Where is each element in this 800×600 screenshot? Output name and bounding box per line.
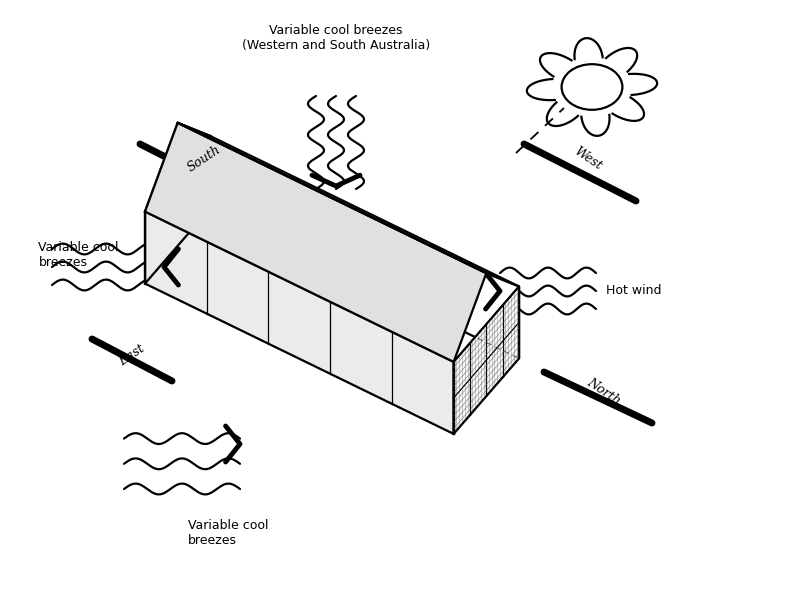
Text: Variable cool
breezes: Variable cool breezes bbox=[38, 241, 119, 269]
Polygon shape bbox=[178, 123, 519, 358]
Text: East: East bbox=[117, 342, 147, 368]
Text: Variable cool
breezes: Variable cool breezes bbox=[188, 519, 269, 547]
Text: Hot wind: Hot wind bbox=[606, 284, 662, 298]
Polygon shape bbox=[145, 212, 454, 434]
Text: South: South bbox=[185, 143, 223, 175]
Polygon shape bbox=[454, 286, 519, 434]
Polygon shape bbox=[145, 123, 486, 362]
Text: West: West bbox=[572, 145, 604, 173]
Polygon shape bbox=[178, 123, 519, 286]
Text: North: North bbox=[585, 376, 623, 407]
Text: Variable cool breezes
(Western and South Australia): Variable cool breezes (Western and South… bbox=[242, 24, 430, 52]
Polygon shape bbox=[145, 123, 210, 284]
